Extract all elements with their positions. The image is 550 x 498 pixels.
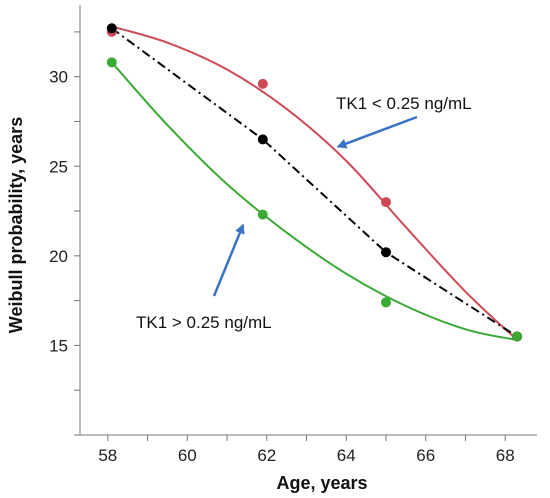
x-tick-label: 68 [496,446,515,465]
annotation-arrow-high-tk1 [212,223,245,297]
annotation-label-high-tk1: TK1 > 0.25 ng/mL [136,313,272,332]
data-point-overall [106,23,117,34]
data-point-high [257,78,268,89]
annotations-layer: TK1 < 0.25 ng/mL TK1 > 0.25 ng/mL [136,94,472,332]
data-point-low [257,209,268,220]
x-tick-label: 58 [98,446,117,465]
y-tick-label: 15 [49,336,68,355]
x-tick-label: 60 [178,446,197,465]
y-axis-title: Weibull probability, years [6,117,26,333]
y-tick-label: 20 [49,247,68,266]
x-tick-label: 64 [337,446,356,465]
data-point-low [512,331,523,342]
data-point-overall [257,134,268,145]
data-point-low [380,297,391,308]
annotation-label-low-tk1: TK1 < 0.25 ng/mL [336,94,472,113]
x-tick-label: 62 [257,446,276,465]
series-layer [106,23,523,342]
series-line-low [111,61,518,342]
data-point-low [106,57,117,68]
x-tick-label: 66 [416,446,435,465]
y-tick-label: 30 [49,68,68,87]
y-tick-label: 25 [49,157,68,176]
x-axis-title: Age, years [276,473,367,493]
annotation-arrow-low-tk1 [336,115,418,149]
axes: 15 20 25 30 58 60 62 64 66 68 [49,5,537,465]
series-line-overall [111,27,518,338]
data-point-high [380,197,391,208]
data-point-overall [380,247,391,258]
series-line-high [111,25,518,341]
